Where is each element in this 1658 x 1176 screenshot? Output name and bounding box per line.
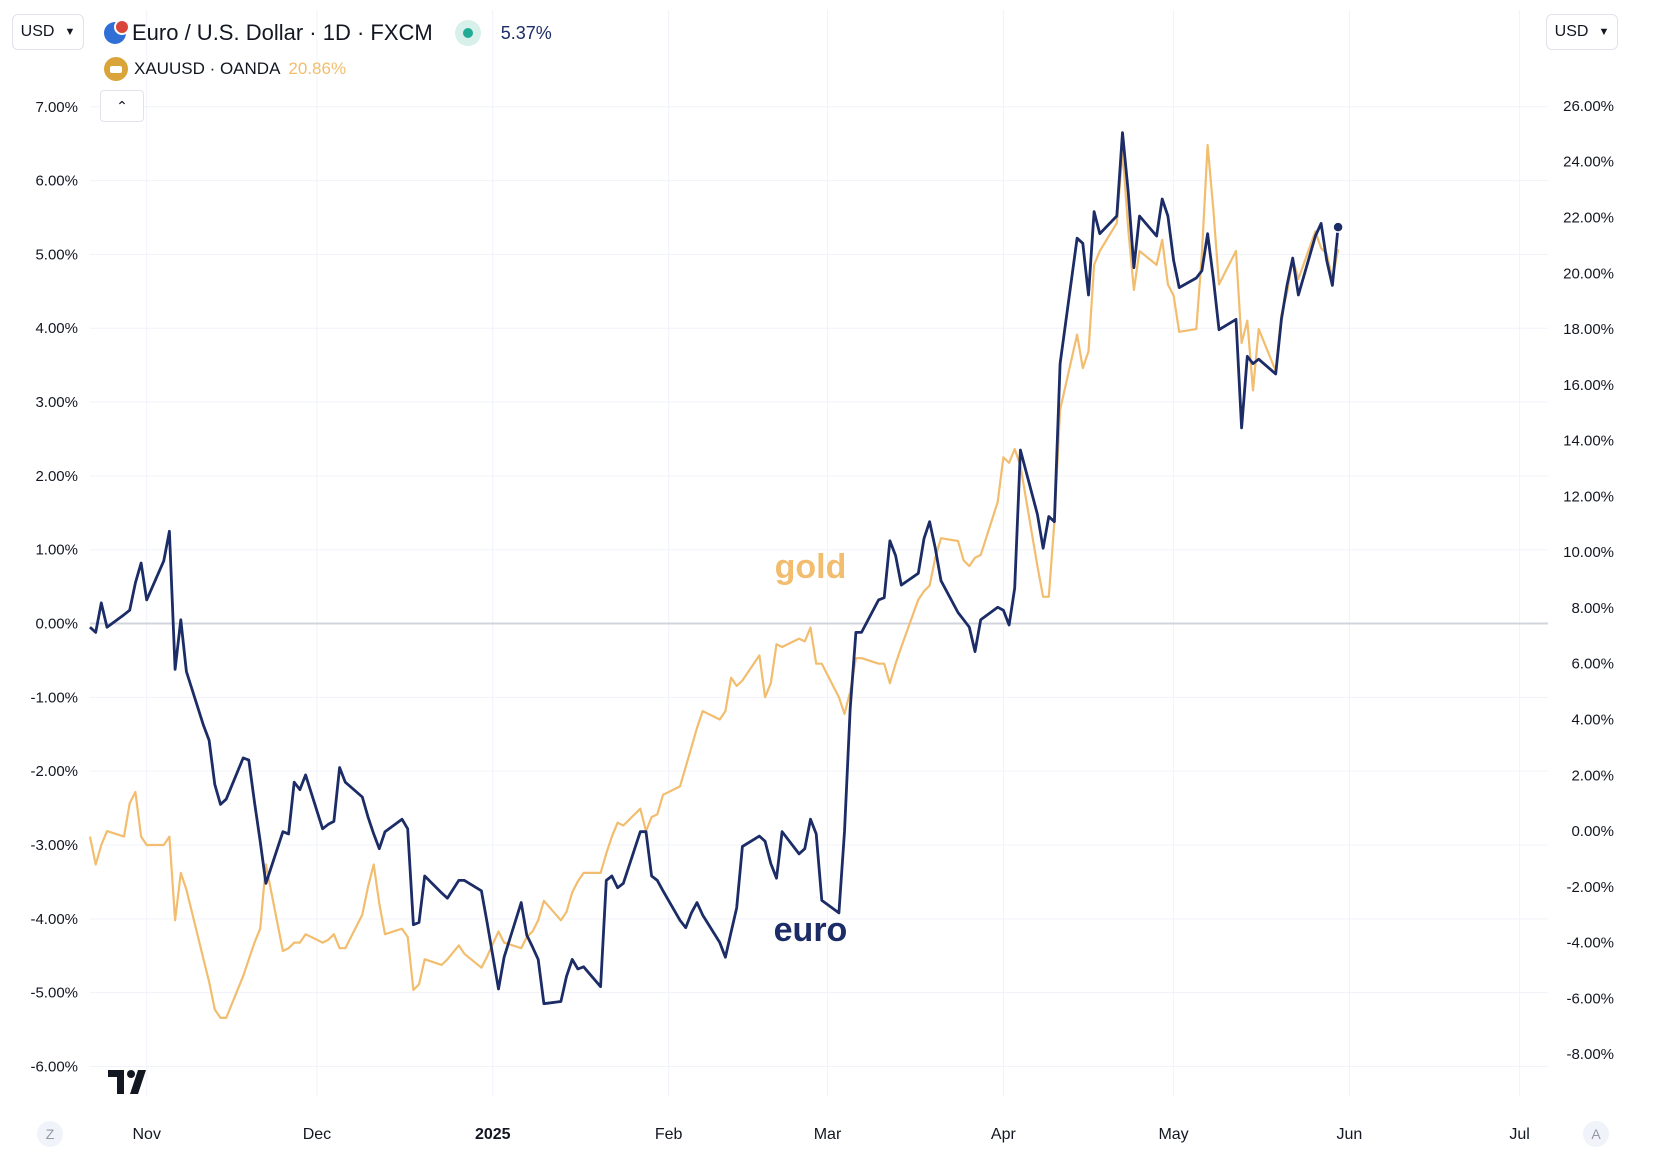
auto-scale-button[interactable]: A — [1583, 1121, 1609, 1147]
right-axis-tick-label: 24.00% — [1563, 154, 1614, 171]
time-axis-tick-label: Mar — [814, 1126, 842, 1143]
chevron-up-icon: ⌃ — [116, 97, 128, 114]
annotation-gold: gold — [775, 548, 847, 586]
collapse-legend-button[interactable]: ⌃ — [100, 90, 144, 122]
time-axis-tick-label: May — [1158, 1126, 1188, 1143]
annotation-layer: gold euro — [774, 548, 848, 949]
right-axis-tick-label: 6.00% — [1571, 656, 1614, 673]
time-axis-tick-label: Jul — [1509, 1126, 1529, 1143]
zoom-reset-button[interactable]: Z — [37, 1121, 63, 1147]
grid — [90, 10, 1548, 1096]
right-axis-tick-label: -8.00% — [1566, 1046, 1614, 1063]
chevron-down-icon: ▼ — [64, 26, 76, 38]
legend-compare-symbol[interactable]: XAUUSD · OANDA 20.86% — [104, 56, 346, 82]
right-axis-tick-label: 8.00% — [1571, 600, 1614, 617]
right-price-axis[interactable]: 26.00% 24.00% 22.00% 20.00% 18.00% 16.00% 14.0… — [1563, 98, 1614, 1063]
left-axis-tick-label: -4.00% — [30, 911, 78, 928]
right-axis-tick-label: 0.00% — [1571, 823, 1614, 840]
tradingview-logo-icon[interactable] — [108, 1070, 154, 1099]
last-point-marker[interactable] — [1332, 221, 1344, 233]
left-axis-tick-label: 0.00% — [35, 616, 78, 633]
time-axis[interactable]: Nov Dec 2025 Feb Mar Apr May Jun Jul — [133, 1126, 1530, 1143]
right-axis-tick-label: 18.00% — [1563, 321, 1614, 338]
currency-select-left[interactable]: USD ▼ — [12, 14, 84, 50]
left-axis-tick-label: 7.00% — [35, 99, 78, 116]
market-status-icon[interactable] — [454, 20, 481, 46]
time-axis-tick-label: Dec — [303, 1126, 331, 1143]
symbol-change: 5.37% — [500, 22, 552, 43]
currency-label: USD — [1554, 23, 1589, 40]
right-axis-tick-label: 16.00% — [1563, 377, 1614, 394]
left-axis-tick-label: 1.00% — [35, 542, 78, 559]
currency-label: USD — [20, 23, 55, 40]
right-axis-tick-label: 4.00% — [1571, 712, 1614, 729]
left-axis-tick-label: -1.00% — [30, 689, 78, 706]
left-axis-tick-label: 4.00% — [35, 320, 78, 337]
right-axis-tick-label: -4.00% — [1566, 935, 1614, 952]
left-axis-tick-label: -6.00% — [30, 1058, 78, 1075]
series-line-gold[interactable] — [88, 143, 1340, 1020]
left-axis-tick-label: 5.00% — [35, 246, 78, 263]
gold-bar-icon — [104, 57, 128, 81]
left-axis-tick-label: 3.00% — [35, 394, 78, 411]
legend-main-symbol[interactable]: Euro / U.S. Dollar · 1D · FXCM 5.37% — [104, 16, 552, 50]
eurusd-flag-icon — [104, 19, 130, 44]
right-axis-tick-label: 2.00% — [1571, 767, 1614, 784]
time-axis-tick-label: Feb — [655, 1126, 683, 1143]
time-axis-tick-label: 2025 — [475, 1126, 511, 1143]
left-axis-tick-label: -3.00% — [30, 837, 78, 854]
chevron-down-icon: ▼ — [1598, 26, 1610, 38]
left-axis-tick-label: 2.00% — [35, 468, 78, 485]
right-axis-tick-label: 20.00% — [1563, 265, 1614, 282]
left-axis-tick-label: -5.00% — [30, 985, 78, 1002]
right-axis-tick-label: 12.00% — [1563, 488, 1614, 505]
annotation-euro: euro — [774, 911, 848, 949]
right-axis-tick-label: 14.00% — [1563, 433, 1614, 450]
right-axis-tick-label: 10.00% — [1563, 544, 1614, 561]
series-line-euro[interactable] — [89, 131, 1340, 1006]
right-axis-tick-label: -6.00% — [1566, 990, 1614, 1007]
left-price-axis[interactable]: 7.00% 6.00% 5.00% 4.00% 3.00% 2.00% 1.00% 0.00%… — [30, 99, 78, 1076]
time-axis-tick-label: Apr — [991, 1126, 1017, 1143]
left-axis-tick-label: -2.00% — [30, 763, 78, 780]
currency-select-right[interactable]: USD ▼ — [1546, 14, 1618, 50]
time-axis-tick-label: Jun — [1337, 1126, 1363, 1143]
compare-symbol-title[interactable]: XAUUSD · OANDA — [134, 59, 281, 78]
right-axis-tick-label: 22.00% — [1563, 210, 1614, 227]
left-axis-tick-label: 6.00% — [35, 173, 78, 190]
right-axis-tick-label: -2.00% — [1566, 879, 1614, 896]
series-layer — [88, 131, 1344, 1020]
right-axis-tick-label: 26.00% — [1563, 98, 1614, 115]
compare-symbol-change: 20.86% — [288, 59, 347, 78]
time-axis-tick-label: Nov — [133, 1126, 161, 1143]
symbol-title[interactable]: Euro / U.S. Dollar · 1D · FXCM — [132, 20, 433, 45]
